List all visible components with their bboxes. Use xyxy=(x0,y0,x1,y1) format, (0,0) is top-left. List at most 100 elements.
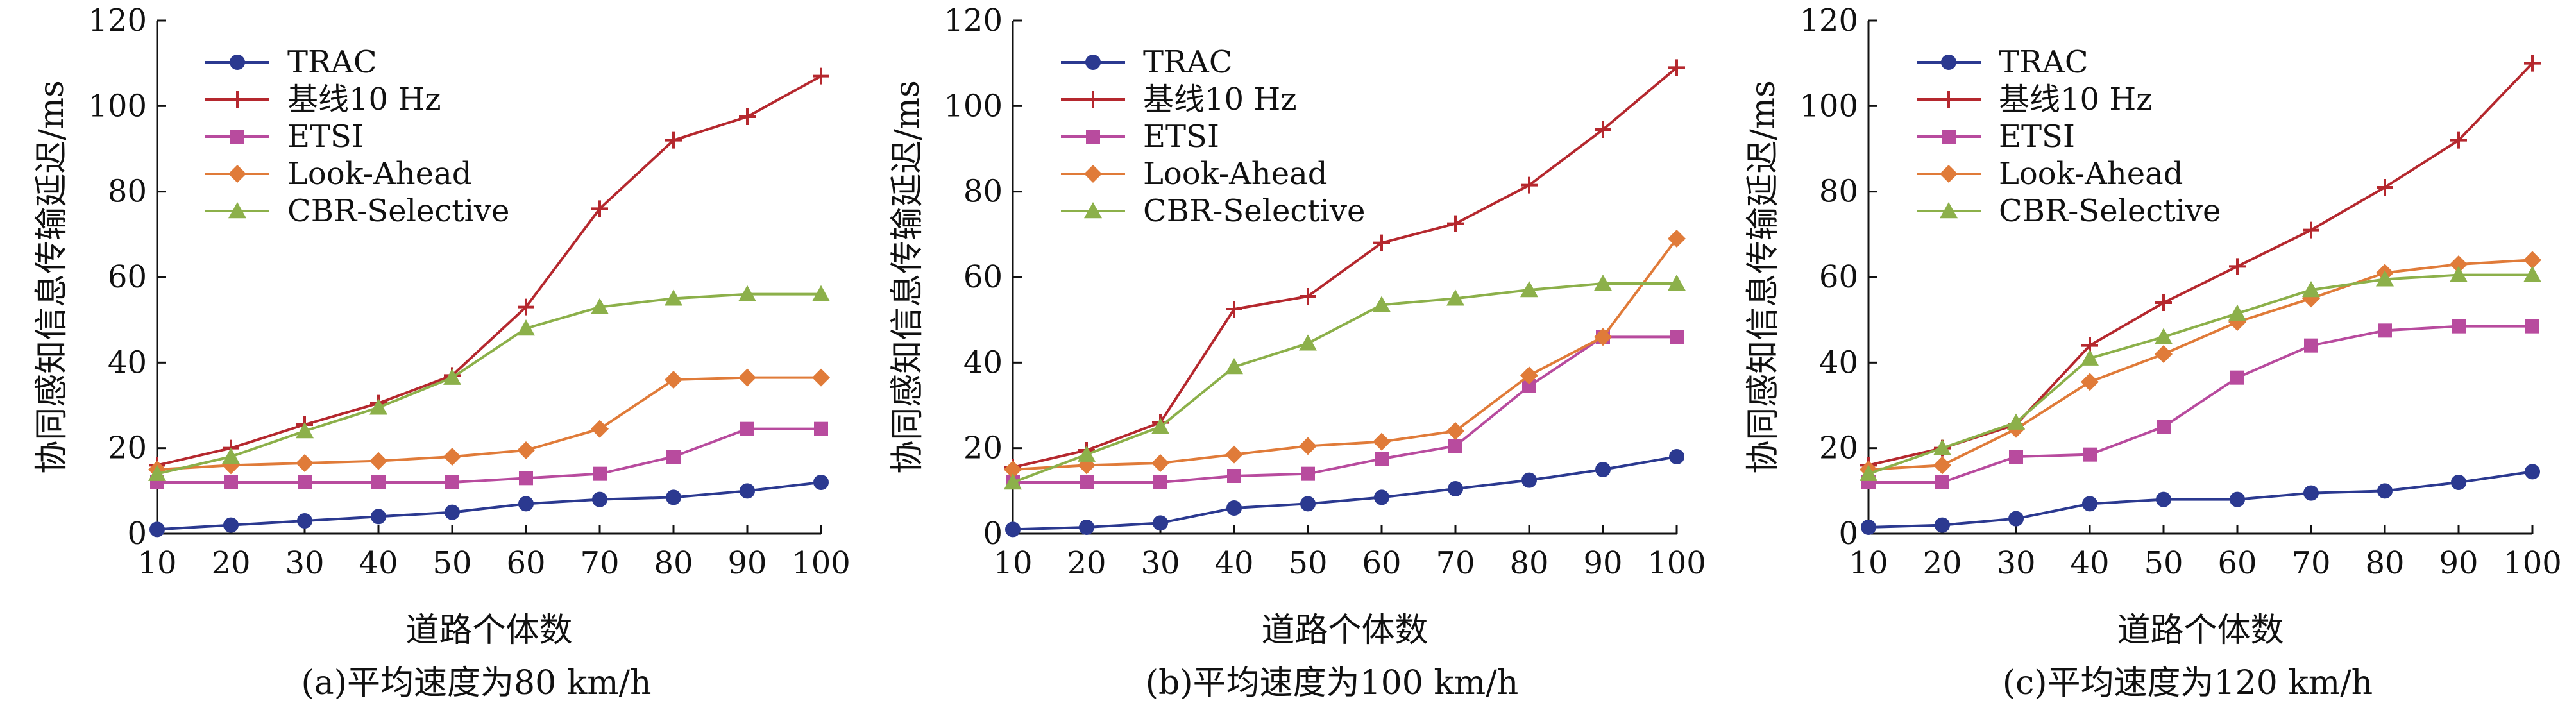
data-point-series-2 xyxy=(2229,258,2246,275)
x-tick-label: 50 xyxy=(1288,545,1327,581)
legend-label-1: TRAC xyxy=(287,44,377,80)
data-point-series-5 xyxy=(1933,439,1951,455)
legend-label-4: Look-Ahead xyxy=(287,156,471,192)
data-point-series-1 xyxy=(1079,520,1094,535)
legend-label-4: Look-Ahead xyxy=(1999,156,2183,192)
x-tick-label: 40 xyxy=(359,545,398,581)
x-tick-label: 20 xyxy=(211,545,250,581)
data-point-series-1 xyxy=(1005,521,1021,538)
data-point-series-1 xyxy=(1448,481,1463,496)
data-point-series-1 xyxy=(371,509,386,525)
data-point-series-5 xyxy=(1594,275,1612,291)
chart-axes-a: 0 20 40 60 80 100 120 10 20 30 40 50 60 70 80 90 100 道路个体… xyxy=(33,3,851,650)
y-axis-title: 协同感知信息传输延迟/ms xyxy=(1744,80,1783,474)
chart-caption-a: (a)平均速度为80 km/h xyxy=(301,664,651,702)
chart-panel-c: 0 20 40 60 80 100 120 10 20 30 40 50 60 70 80 90 100 道路个体… xyxy=(1744,3,2562,702)
data-point-series-1 xyxy=(1153,515,1168,531)
series-line-2 xyxy=(1012,66,1678,469)
legend-marker-4 xyxy=(1940,165,1958,183)
data-point-series-1 xyxy=(2303,485,2319,501)
x-tick-label: 40 xyxy=(2070,545,2109,581)
legend-label-2: 基线10 Hz xyxy=(1143,81,1297,117)
data-point-series-3 xyxy=(1375,452,1389,466)
data-point-series-4 xyxy=(1004,461,1022,479)
data-point-series-5 xyxy=(665,289,682,306)
x-tick-label: 10 xyxy=(993,545,1032,581)
data-point-series-2 xyxy=(1447,215,1464,232)
data-point-series-2 xyxy=(665,131,682,149)
data-point-series-4 xyxy=(2523,251,2541,269)
data-point-series-5 xyxy=(1668,275,1686,291)
data-point-series-4 xyxy=(2450,255,2468,273)
series-line-2 xyxy=(157,74,822,467)
data-point-series-1 xyxy=(1595,462,1611,477)
data-point-series-1 xyxy=(149,521,165,538)
data-point-series-5 xyxy=(1299,334,1317,351)
x-tick-label: 60 xyxy=(1362,545,1401,581)
chart-caption-c: (c)平均速度为120 km/h xyxy=(2003,664,2373,702)
data-point-series-3 xyxy=(1670,330,1684,344)
data-point-series-2 xyxy=(2524,55,2541,72)
legend-label-3: ETSI xyxy=(287,119,364,155)
y-tick-label: 20 xyxy=(963,430,1003,466)
series-line-3 xyxy=(157,427,821,484)
series-line-4 xyxy=(1868,259,2533,471)
data-point-series-3 xyxy=(371,475,386,489)
x-tick-label: 60 xyxy=(506,545,545,581)
data-point-series-3 xyxy=(2452,319,2466,334)
series-line-3 xyxy=(1868,325,2532,484)
y-tick-label: 20 xyxy=(108,430,147,466)
data-point-series-2 xyxy=(2155,294,2172,311)
data-point-series-5 xyxy=(591,298,609,314)
x-tick-label: 100 xyxy=(2503,545,2562,581)
legend-marker-2 xyxy=(1940,91,1957,108)
data-point-series-5 xyxy=(222,448,240,464)
data-point-series-4 xyxy=(738,368,756,387)
x-axis-title: 道路个体数 xyxy=(2117,611,2284,650)
data-point-series-2 xyxy=(1373,234,1390,251)
data-point-series-4 xyxy=(591,420,609,438)
legend-marker-3 xyxy=(230,130,244,144)
data-point-series-4 xyxy=(812,368,830,387)
data-point-series-2 xyxy=(1521,176,1538,194)
legend-marker-2 xyxy=(229,91,246,108)
series-line-5 xyxy=(1012,282,1677,484)
series-line-3 xyxy=(1013,335,1677,484)
data-point-series-3 xyxy=(1153,475,1167,489)
data-point-series-2 xyxy=(1300,288,1316,305)
data-point-series-1 xyxy=(592,491,607,507)
legend-marker-5 xyxy=(1084,202,1102,219)
data-point-series-1 xyxy=(813,475,829,490)
legend-label-3: ETSI xyxy=(1143,119,1219,155)
data-point-series-3 xyxy=(2083,447,2097,462)
legend-marker-1 xyxy=(1941,55,1956,70)
data-point-series-5 xyxy=(1520,281,1538,298)
chart-panel-b: 0 20 40 60 80 100 120 10 20 30 40 50 60 70 80 90 100 道路个体… xyxy=(888,3,1706,702)
series-line-4 xyxy=(157,376,821,471)
legend-marker-5 xyxy=(228,202,246,219)
data-point-series-1 xyxy=(1861,520,1876,535)
x-tick-label: 90 xyxy=(727,545,767,581)
data-point-series-4 xyxy=(1668,230,1686,248)
data-point-series-1 xyxy=(2230,491,2245,507)
data-point-series-5 xyxy=(2523,266,2541,282)
data-point-series-1 xyxy=(1521,472,1537,488)
legend-label-4: Look-Ahead xyxy=(1143,156,1327,192)
data-point-series-3 xyxy=(2157,420,2171,434)
x-tick-label: 20 xyxy=(1067,545,1106,581)
data-point-series-3 xyxy=(2304,338,2318,353)
x-tick-label: 10 xyxy=(1849,545,1888,581)
y-tick-label: 0 xyxy=(1838,516,1858,552)
data-point-series-1 xyxy=(223,517,239,533)
x-tick-label: 20 xyxy=(1922,545,1962,581)
legend-label-5: CBR-Selective xyxy=(287,193,509,229)
y-tick-label: 0 xyxy=(127,516,147,552)
data-point-series-4 xyxy=(443,448,461,466)
x-tick-label: 30 xyxy=(1996,545,2035,581)
data-point-series-4 xyxy=(1594,328,1612,346)
data-point-series-5 xyxy=(2302,281,2320,298)
y-axis-title: 协同感知信息传输延迟/ms xyxy=(33,80,71,474)
data-point-series-1 xyxy=(1669,449,1684,464)
y-tick-label: 80 xyxy=(963,174,1003,210)
